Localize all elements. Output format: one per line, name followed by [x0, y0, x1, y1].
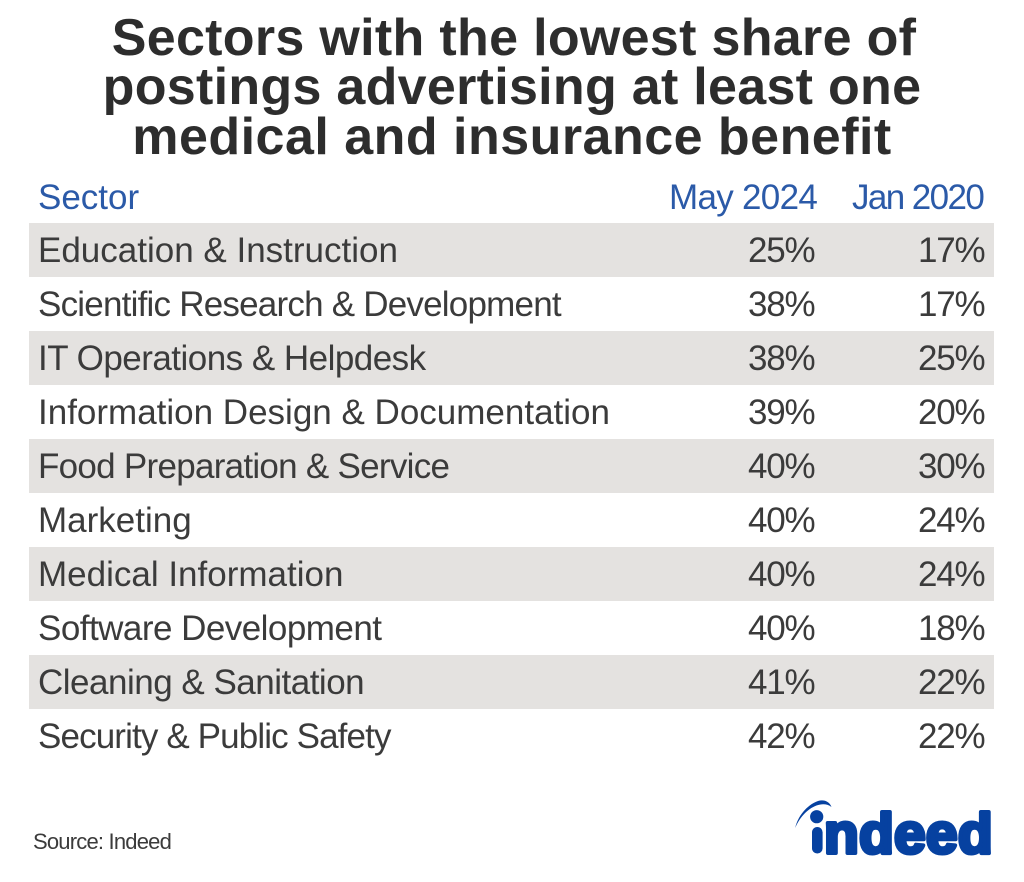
svg-text:ndeed: ndeed	[824, 802, 993, 866]
